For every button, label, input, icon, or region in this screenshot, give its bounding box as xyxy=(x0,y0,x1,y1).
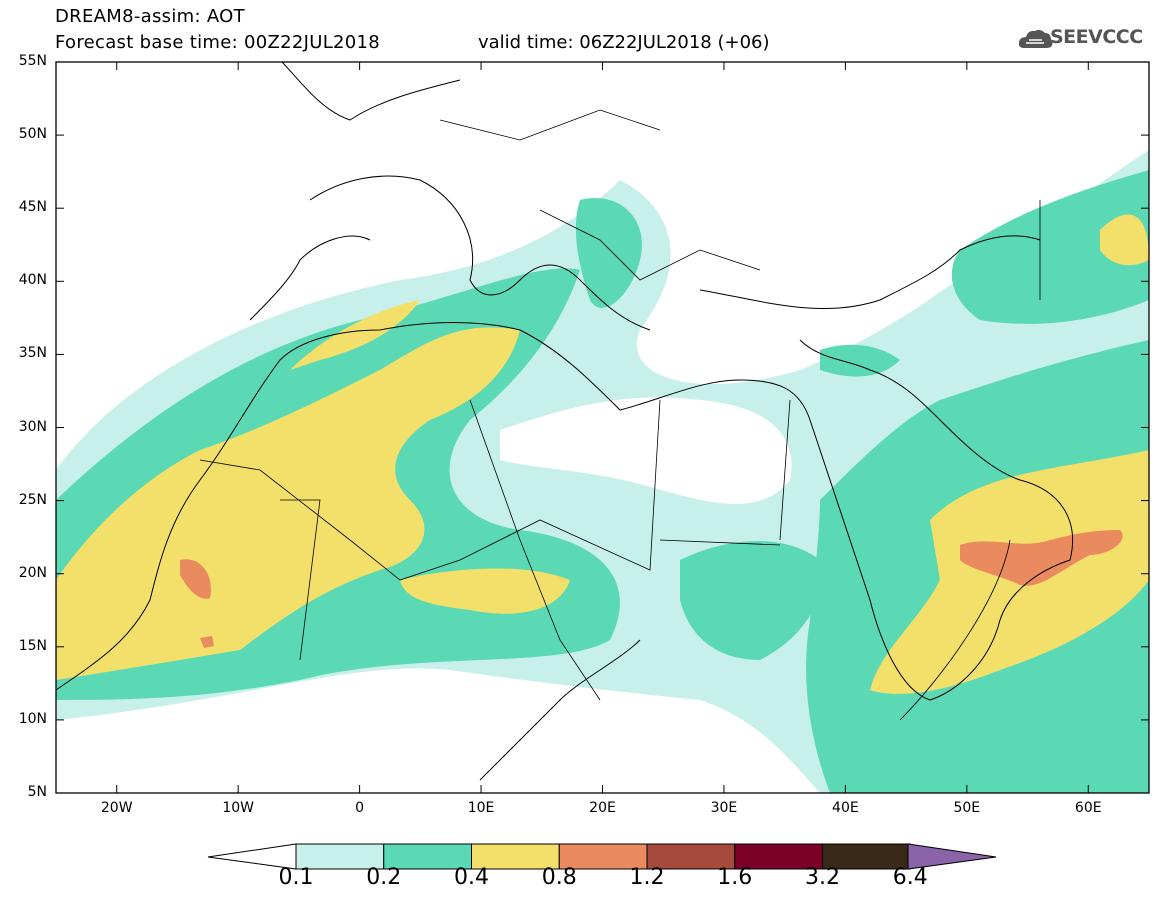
aot-0.4-region xyxy=(56,327,520,680)
valid-time-label: valid time: 06Z22JUL2018 (+06) xyxy=(478,32,770,53)
lat-label: 5N xyxy=(27,784,47,800)
chart-title: DREAM8-assim: AOT xyxy=(55,6,245,27)
logo-text: SEEVCCC xyxy=(1050,26,1143,48)
lat-label: 45N xyxy=(18,199,47,216)
lon-label: 50E xyxy=(953,800,981,816)
borders xyxy=(199,109,1041,721)
base-time-label: Forecast base time: 00Z22JUL2018 xyxy=(55,32,381,53)
lon-label: 60E xyxy=(1074,800,1102,816)
lon-label: 10W xyxy=(222,800,254,816)
lat-label: 30N xyxy=(18,418,47,435)
lat-label: 15N xyxy=(18,637,47,654)
cloud-icon xyxy=(1018,29,1053,48)
lon-label: 20E xyxy=(589,800,616,816)
colorbar-label: 1.2 xyxy=(629,865,665,890)
clear-region xyxy=(500,397,792,504)
lat-label: 25N xyxy=(18,491,47,508)
colorbar-cell xyxy=(471,843,560,870)
axis-ticks xyxy=(56,61,1149,794)
colorbar-cell xyxy=(646,843,736,870)
colorbar-label: 0.4 xyxy=(454,865,489,890)
colorbar-cell xyxy=(558,843,648,870)
lat-label: 10N xyxy=(18,710,47,727)
lat-label: 35N xyxy=(18,345,47,362)
aot-field xyxy=(56,62,1149,793)
lat-label: 55N xyxy=(18,53,47,69)
lat-label: 40N xyxy=(18,272,47,289)
lon-label: 10E xyxy=(467,800,495,816)
colorbar-cell xyxy=(734,843,823,870)
lon-label: 0 xyxy=(355,800,365,816)
colorbar-label: 1.6 xyxy=(717,865,753,890)
colorbar-high-arrow xyxy=(907,843,997,870)
lon-label: 20W xyxy=(100,800,133,816)
colorbar-label: 0.1 xyxy=(278,865,314,890)
colorbar-label: 3.2 xyxy=(805,865,840,890)
colorbar-label: 6.4 xyxy=(892,865,928,890)
lat-label: 20N xyxy=(18,564,47,581)
lon-label: 30E xyxy=(710,800,738,816)
colorbar-label: 0.8 xyxy=(541,865,577,890)
lon-label: 40E xyxy=(832,800,859,816)
coastlines xyxy=(56,62,1074,781)
colorbar-cell xyxy=(383,843,472,870)
colorbar-label: 0.2 xyxy=(366,865,402,890)
colorbar-cell xyxy=(295,843,385,870)
lat-label: 50N xyxy=(18,126,47,143)
